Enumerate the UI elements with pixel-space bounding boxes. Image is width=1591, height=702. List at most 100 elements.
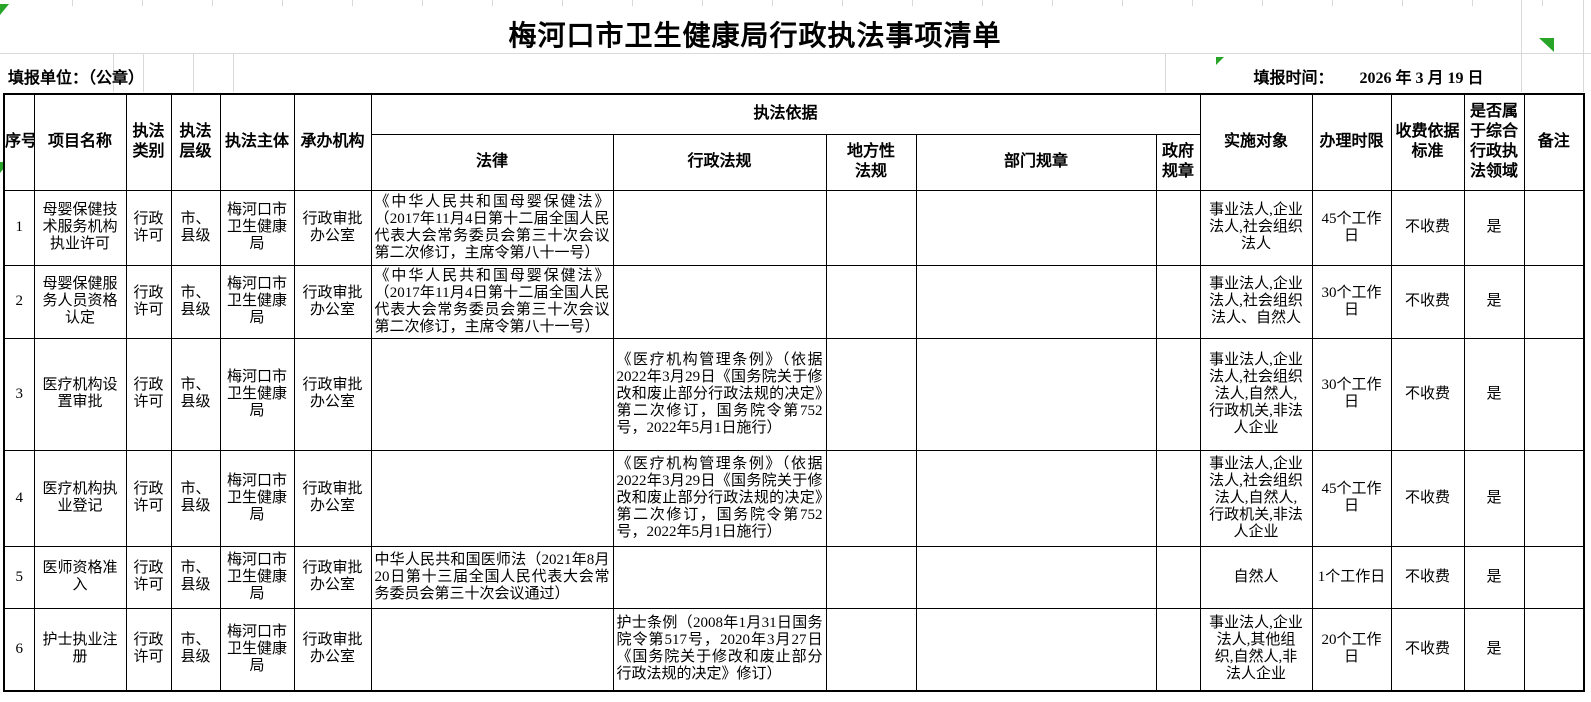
td-time-limit: 45个工作日 (1311, 449, 1392, 547)
col-header-enforcement-basis: 执法依据 (370, 93, 1201, 135)
gridline (113, 54, 114, 92)
td-target: 事业法人,企业法人,社会组织法人,自然人,行政机关,非法人企业 (1199, 449, 1313, 547)
col-header-subject: 执法主体 (219, 93, 295, 191)
report-unit-label: 填报单位：（公章） (8, 70, 145, 87)
td-note (1523, 607, 1585, 692)
report-time-value: 2026 年 3 月 19 日 (1359, 70, 1484, 87)
td-comprehensive: 是 (1463, 545, 1525, 609)
td-agency: 行政审批办公室 (293, 189, 372, 266)
td-local-regulation (825, 607, 917, 692)
td-law (370, 337, 614, 451)
col-header-local-regulation: 地方性法规 (825, 133, 917, 191)
col-header-agency: 承办机构 (293, 93, 372, 191)
td-target: 事业法人,企业法人,社会组织法人、自然人 (1199, 264, 1313, 339)
td-type: 行政许可 (125, 545, 172, 609)
col-header-comprehensive: 是否属于综合行政执法领域 (1463, 93, 1525, 191)
td-level: 市、县级 (170, 545, 221, 609)
td-subject: 梅河口市卫生健康局 (219, 189, 295, 266)
td-law: 《中华人民共和国母婴保健法》（2017年11月4日第十二届全国人民代表大会常务委… (370, 264, 614, 339)
td-local-regulation (825, 264, 917, 339)
td-law (370, 449, 614, 547)
header-row-sub: 法律 行政法规 地方性法规 部门规章 政府规章 (4, 133, 1584, 191)
col-header-level: 执法层级 (170, 93, 221, 191)
gridline (3, 0, 1549, 6)
gridline (0, 53, 1591, 54)
table-row: 1 母婴保健技术服务机构执业许可 行政许可 市、县级 梅河口市卫生健康局 行政审… (3, 189, 1585, 266)
td-comprehensive: 是 (1463, 607, 1525, 692)
table-row: 6 护士执业注册 行政许可 市、县级 梅河口市卫生健康局 行政审批办公室 护士条… (3, 607, 1585, 692)
table-row: 4 医疗机构执业登记 行政许可 市、县级 梅河口市卫生健康局 行政审批办公室 《… (3, 449, 1585, 547)
td-fee: 不收费 (1390, 337, 1465, 451)
gridline (193, 54, 194, 92)
td-type: 行政许可 (125, 189, 172, 266)
td-item-name: 医师资格准入 (33, 545, 127, 609)
td-gov-rules (1155, 189, 1201, 266)
td-seq: 5 (3, 545, 35, 609)
td-gov-rules (1155, 337, 1201, 451)
td-agency: 行政审批办公室 (293, 449, 372, 547)
td-type: 行政许可 (125, 264, 172, 339)
td-target: 事业法人,企业法人,其他组织,自然人,非法人企业 (1199, 607, 1313, 692)
td-seq: 3 (3, 337, 35, 451)
td-subject: 梅河口市卫生健康局 (219, 337, 295, 451)
td-gov-rules (1155, 607, 1201, 692)
td-level: 市、县级 (170, 189, 221, 266)
td-regulation: 《医疗机构管理条例》（依据2022年3月29日《国务院关于修改和废止部分行政法规… (612, 449, 827, 547)
gridline (233, 54, 234, 92)
td-agency: 行政审批办公室 (293, 607, 372, 692)
green-indicator-icon (1216, 57, 1224, 65)
table-row: 2 母婴保健服务人员资格认定 行政许可 市、县级 梅河口市卫生健康局 行政审批办… (3, 264, 1585, 339)
td-subject: 梅河口市卫生健康局 (219, 545, 295, 609)
td-item-name: 母婴保健服务人员资格认定 (33, 264, 127, 339)
td-seq: 6 (3, 607, 35, 692)
td-fee: 不收费 (1390, 189, 1465, 266)
td-seq: 1 (3, 189, 35, 266)
col-header-note: 备注 (1523, 93, 1585, 191)
col-header-target: 实施对象 (1199, 93, 1313, 191)
header-row-group: 序号 项目名称 执法类别 执法层级 执法主体 承办机构 执法依据 实施对象 办理… (3, 93, 1585, 191)
td-time-limit: 45个工作日 (1311, 189, 1392, 266)
td-subject: 梅河口市卫生健康局 (219, 449, 295, 547)
col-header-item-name: 项目名称 (33, 93, 127, 191)
td-fee: 不收费 (1390, 449, 1465, 547)
td-comprehensive: 是 (1463, 337, 1525, 451)
td-seq: 4 (3, 449, 35, 547)
td-item-name: 母婴保健技术服务机构执业许可 (33, 189, 127, 266)
col-header-time-limit: 办理时限 (1311, 93, 1392, 191)
td-item-name: 护士执业注册 (33, 607, 127, 692)
green-indicator-icon (1539, 38, 1554, 52)
td-law: 《中华人民共和国母婴保健法》（2017年11月4日第十二届全国人民代表大会常务委… (370, 189, 614, 266)
td-regulation: 护士条例（2008年1月31日国务院令第517号，2020年3月27日《国务院关… (612, 607, 827, 692)
td-seq: 2 (3, 264, 35, 339)
td-note (1523, 264, 1585, 339)
td-regulation (612, 189, 827, 266)
td-agency: 行政审批办公室 (293, 337, 372, 451)
col-header-law: 法律 (370, 133, 614, 191)
col-header-gov-rules: 政府规章 (1155, 133, 1201, 191)
td-time-limit: 30个工作日 (1311, 264, 1392, 339)
td-comprehensive: 是 (1463, 189, 1525, 266)
td-subject: 梅河口市卫生健康局 (219, 607, 295, 692)
td-agency: 行政审批办公室 (293, 264, 372, 339)
td-dept-rules (915, 607, 1157, 692)
td-regulation (612, 545, 827, 609)
td-note (1523, 449, 1585, 547)
gridline (1583, 0, 1584, 92)
td-dept-rules (915, 449, 1157, 547)
td-item-name: 医疗机构设置审批 (33, 337, 127, 451)
td-dept-rules (915, 264, 1157, 339)
gridline (1521, 0, 1522, 92)
green-indicator-icon (0, 4, 9, 15)
table-row: 5 医师资格准入 行政许可 市、县级 梅河口市卫生健康局 行政审批办公室 中华人… (3, 545, 1585, 609)
gridline (1165, 54, 1166, 92)
td-gov-rules (1155, 545, 1201, 609)
td-local-regulation (825, 337, 917, 451)
col-header-dept-rules: 部门规章 (915, 133, 1157, 191)
td-fee: 不收费 (1390, 264, 1465, 339)
col-header-type: 执法类别 (125, 93, 172, 191)
td-regulation (612, 264, 827, 339)
td-time-limit: 20个工作日 (1311, 607, 1392, 692)
td-time-limit: 1个工作日 (1311, 545, 1392, 609)
td-subject: 梅河口市卫生健康局 (219, 264, 295, 339)
